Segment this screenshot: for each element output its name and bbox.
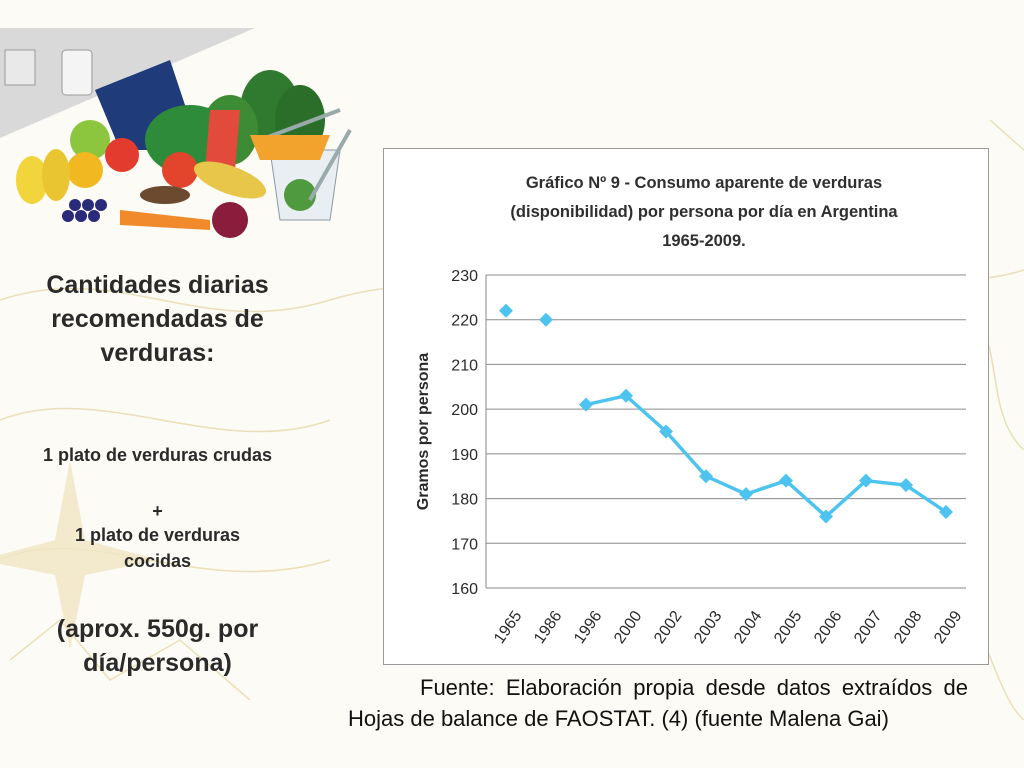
data-point xyxy=(739,487,753,502)
x-tick-label: 2006 xyxy=(811,608,845,647)
x-tick-label: 1986 xyxy=(531,608,565,647)
line-chart: 160 170 180 190 200 210 220 230 1965 1986 1996 2000… xyxy=(415,268,966,647)
series-line xyxy=(585,393,947,519)
y-tick-label: 210 xyxy=(451,357,478,374)
x-tick-label: 1996 xyxy=(571,608,605,647)
x-tick-label: 2003 xyxy=(691,608,725,647)
x-tick-label: 2002 xyxy=(651,608,685,647)
x-tick-label: 1965 xyxy=(491,608,525,647)
y-tick-label: 220 xyxy=(451,313,478,330)
x-tick-label: 2005 xyxy=(771,608,805,647)
data-point xyxy=(499,303,513,318)
x-tick-label: 2007 xyxy=(851,608,885,647)
data-point xyxy=(619,388,633,403)
y-tick-label: 200 xyxy=(451,402,478,419)
y-tick-label: 170 xyxy=(451,536,478,553)
data-point xyxy=(539,312,553,327)
y-tick-label: 160 xyxy=(451,581,478,598)
data-point xyxy=(899,478,913,493)
compass-rose-icon xyxy=(0,460,160,650)
recommendation-heading: Cantidades diarias recomendadas de verdu… xyxy=(46,271,269,367)
y-tick-label: 190 xyxy=(451,447,478,464)
x-tick-label: 2009 xyxy=(931,608,965,647)
raw-vegetables-line: 1 plato de verduras crudas xyxy=(42,445,273,465)
data-point xyxy=(819,509,833,524)
data-point xyxy=(659,424,673,439)
vegetables-illustration xyxy=(4,49,352,238)
chart-title: Gráfico Nº 9 - Consumo aparente de verdu… xyxy=(510,174,898,250)
y-axis-label: Gramos por persona xyxy=(415,353,432,510)
x-tick-label: 2000 xyxy=(611,608,645,647)
cooked-vegetables-line: 1 plato de verduras cocidas xyxy=(74,525,241,571)
data-point xyxy=(699,469,713,484)
x-tick-label: 2004 xyxy=(731,608,765,647)
y-tick-label: 180 xyxy=(451,492,478,509)
source-citation: Fuente: Elaboración propia desde datos e… xyxy=(348,675,968,731)
x-tick-label: 2008 xyxy=(891,608,925,647)
data-point xyxy=(859,473,873,488)
data-point xyxy=(939,504,953,519)
plus-sign: + xyxy=(152,501,163,521)
data-point xyxy=(779,473,793,488)
approx-amount: (aprox. 550g. por día/persona) xyxy=(56,615,259,677)
y-tick-label: 230 xyxy=(451,268,478,285)
data-point xyxy=(579,397,593,412)
chart-container: Gráfico Nº 9 - Consumo aparente de verdu… xyxy=(383,148,989,665)
